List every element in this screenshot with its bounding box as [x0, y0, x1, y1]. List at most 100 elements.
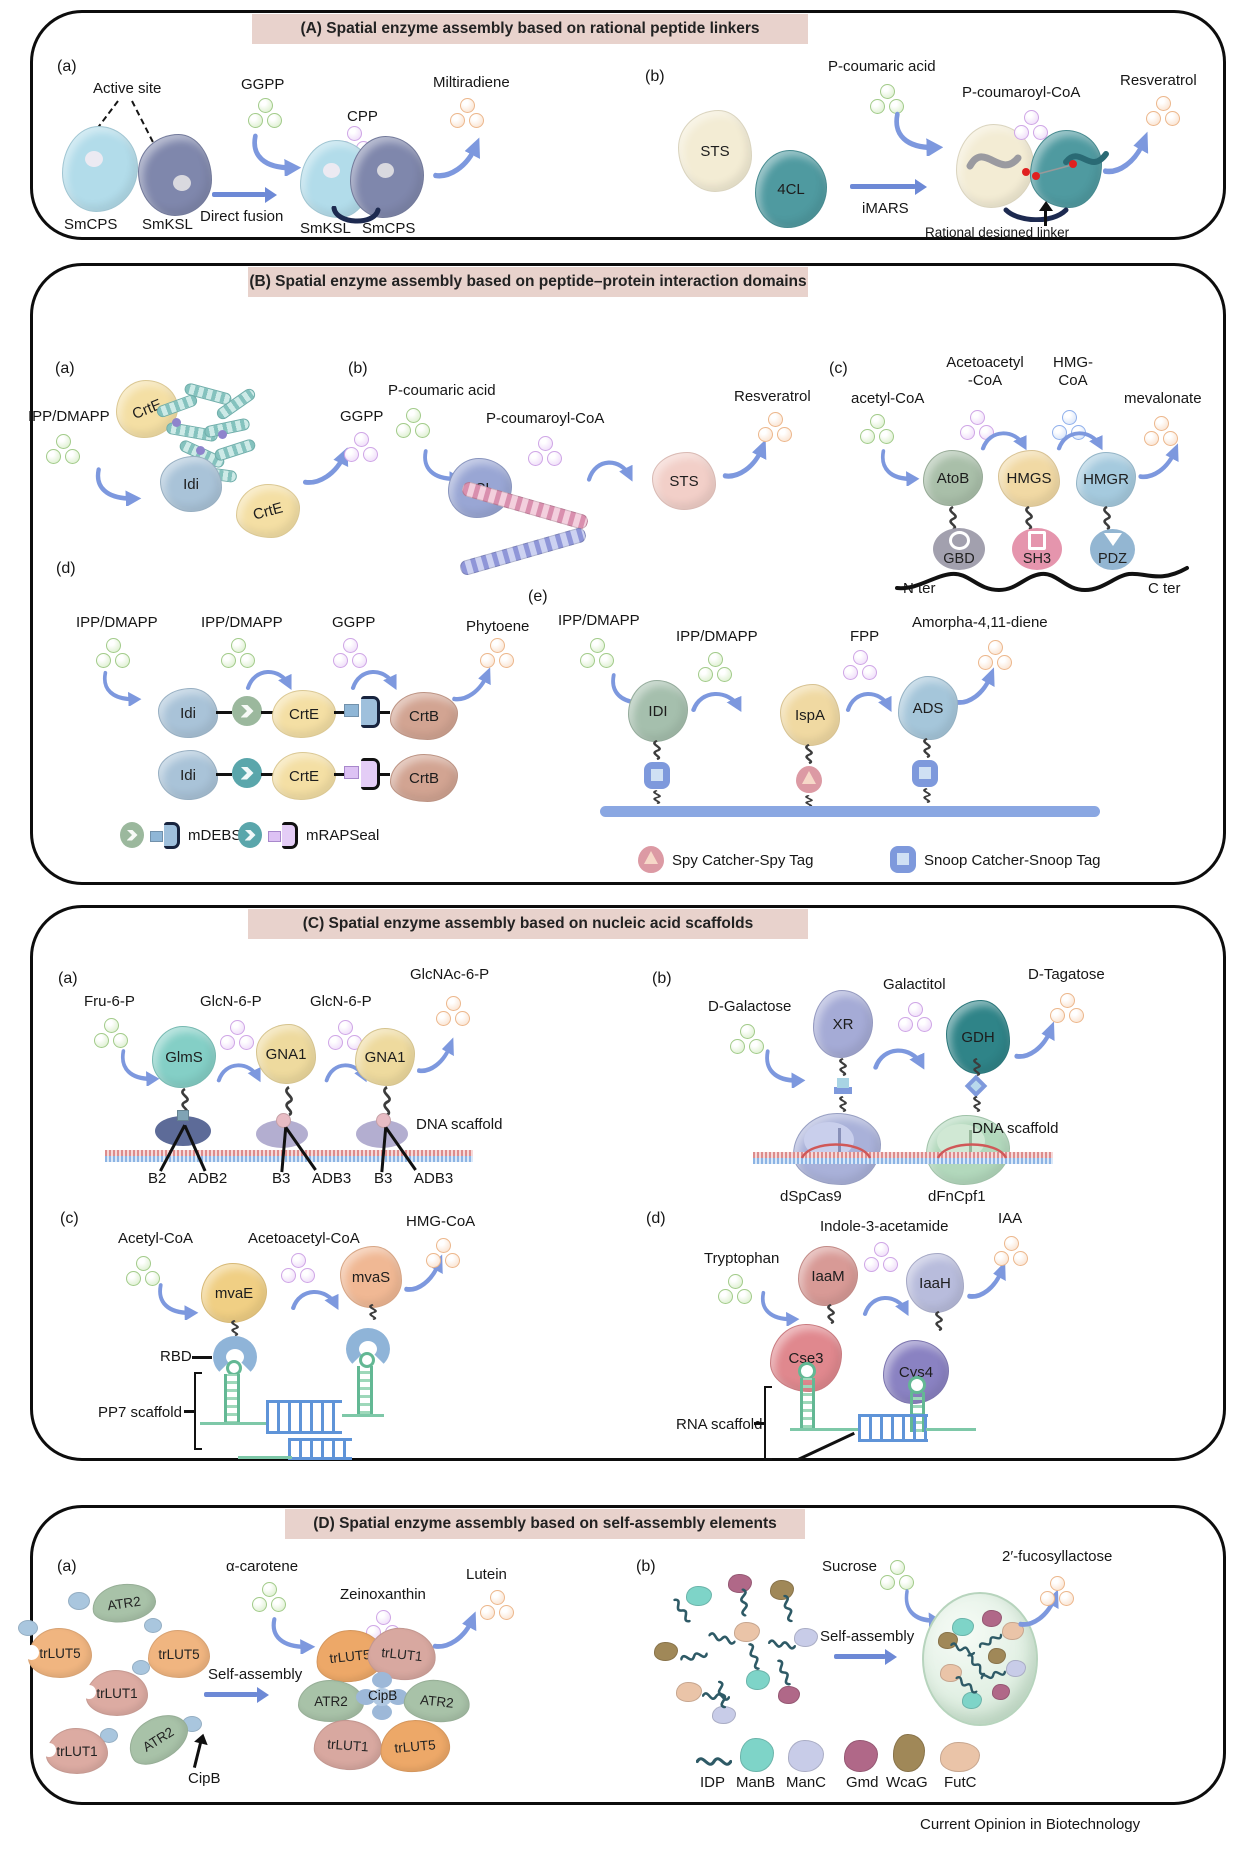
blob-fused-smcps	[350, 136, 424, 218]
curved-arrow	[298, 446, 352, 490]
label-rational-designed-linker: Rational designed linker	[925, 225, 1070, 240]
self-assembly-arrow-icon	[834, 1648, 897, 1665]
b2-connector-icon	[177, 1110, 189, 1121]
link-line	[334, 711, 345, 714]
curved-arrow	[1098, 130, 1152, 180]
label-fused-smksl: SmKSL	[300, 220, 351, 237]
fusion-linker-icon	[331, 206, 381, 224]
dots-ipp	[698, 652, 732, 682]
label-active-site: Active site	[93, 80, 162, 97]
label-spy-catcher: Spy Catcher-Spy Tag	[672, 852, 814, 869]
curved-arrow	[870, 1038, 926, 1076]
curved-arrow	[448, 666, 494, 706]
r-loop-icon	[800, 1143, 872, 1159]
idp-tail	[743, 1641, 765, 1672]
label-resveratrol: Resveratrol	[734, 388, 811, 405]
panel-a-title: (A) Spatial enzyme assembly based on rat…	[252, 14, 808, 44]
journal-footer: Current Opinion in Biotechnology	[920, 1816, 1141, 1833]
label-fused-smcps: SmCPS	[362, 220, 416, 237]
domain-gbd: GBD	[933, 528, 985, 570]
tether-squiggle-svg	[383, 1085, 391, 1117]
label-idi: Idi	[180, 704, 196, 722]
panel-d-sub-a: (a)	[57, 1558, 77, 1575]
label-self-assembly: Self-assembly	[820, 1628, 915, 1645]
blob-crtb: CrtB	[390, 754, 458, 802]
dots-fucosyllactose	[1040, 1576, 1074, 1606]
blob-atob: AtoB	[923, 450, 983, 506]
label-d-galactose: D-Galactose	[708, 998, 792, 1015]
metabolite-dot	[252, 1597, 267, 1612]
label-trlut1: trLUT1	[96, 1685, 138, 1701]
idp-squiggle-svg	[767, 1639, 797, 1650]
dots-d-galactose	[730, 1024, 764, 1054]
dots-miltiradiene	[450, 98, 484, 128]
label-hmgr: HMGR	[1083, 471, 1129, 488]
idp-squiggle-svg	[717, 1680, 727, 1709]
label-dfncpf1: dFnCpf1	[928, 1188, 986, 1205]
curved-arrow	[843, 682, 893, 718]
panel-b-title: (B) Spatial enzyme assembly based on pep…	[248, 267, 808, 297]
metabolite-dot	[749, 1039, 764, 1054]
b3-connector-icon	[276, 1113, 291, 1128]
metabolite-dot	[352, 653, 367, 668]
mdebseal-square-icon	[344, 704, 359, 717]
rna-strand	[926, 1428, 976, 1431]
metabolite-dot	[599, 653, 614, 668]
metabolite-dot	[343, 638, 358, 653]
label-dna-scaffold: DNA scaffold	[972, 1120, 1059, 1137]
label-crte: CrtE	[251, 498, 285, 524]
label-glcnac-6-p: GlcNAc-6-P	[410, 966, 490, 983]
label-p-coumaric-acid: P-coumaric acid	[828, 58, 936, 75]
rna-strand	[342, 1414, 384, 1417]
label-p-coumaroyl-coa: P-coumaroyl-CoA	[962, 84, 1081, 101]
curved-arrow-svg	[417, 1037, 454, 1074]
label-trlut5: trLUT5	[328, 1646, 372, 1666]
dots-d-tagatose	[1050, 993, 1084, 1023]
panel-a-sub-a: (a)	[57, 58, 77, 75]
metabolite-dot	[490, 1590, 505, 1605]
blob-iaah: IaaH	[906, 1253, 964, 1313]
label-gdh: GDH	[961, 1028, 995, 1046]
metabolite-dot	[862, 665, 877, 680]
dots-acetoacetyl-coa	[281, 1253, 315, 1283]
mrapseal-chevron-icon	[238, 822, 262, 848]
hairpin-stem-icon	[800, 1378, 815, 1428]
label-acetoacetyl-coa-line2: -CoA	[967, 372, 1003, 389]
wcag-legend-icon	[893, 1734, 925, 1772]
metabolite-dot	[230, 1020, 245, 1035]
blob-gdh: GDH	[946, 1000, 1010, 1074]
dots-ggpp	[333, 638, 367, 668]
metabolite-dot	[730, 1039, 745, 1054]
metabolite-dot	[354, 432, 369, 447]
enzyme-manb-icon	[686, 1586, 712, 1606]
tether-squiggle-svg	[973, 1057, 981, 1077]
link-line	[261, 773, 273, 776]
metabolite-dot	[96, 653, 111, 668]
panel-b-sub-b: (b)	[348, 360, 368, 377]
label-p-coumaric-acid: P-coumaric acid	[388, 382, 496, 399]
blob-ads: ADS	[898, 676, 958, 740]
metabolite-dot	[708, 652, 723, 667]
blob-idi: IDI	[628, 680, 688, 742]
curved-arrow	[860, 1286, 910, 1322]
tether	[1100, 505, 1114, 531]
metabolite-dot	[880, 84, 895, 99]
metabolite-dot	[115, 653, 130, 668]
ribbon-structure-icon	[155, 381, 262, 484]
metabolite-dot	[768, 412, 783, 427]
label-ipp-dmapp: IPP/DMAPP	[558, 612, 640, 629]
idp-tail	[679, 1647, 709, 1666]
curved-arrow	[246, 130, 302, 178]
tether-squiggle-svg	[839, 1057, 847, 1077]
metabolite-dot	[870, 99, 885, 114]
metabolite-dot	[864, 1257, 879, 1272]
metabolite-dot	[46, 449, 61, 464]
rna-strand	[790, 1428, 860, 1431]
curved-arrow	[90, 464, 142, 508]
idp-tail	[736, 1588, 751, 1617]
metabolite-dot	[231, 638, 246, 653]
curved-arrow-svg	[102, 670, 142, 708]
curved-arrow-svg	[452, 667, 491, 702]
spy-catcher-icon	[796, 766, 822, 793]
scaffold-peptide-line	[895, 566, 1189, 593]
